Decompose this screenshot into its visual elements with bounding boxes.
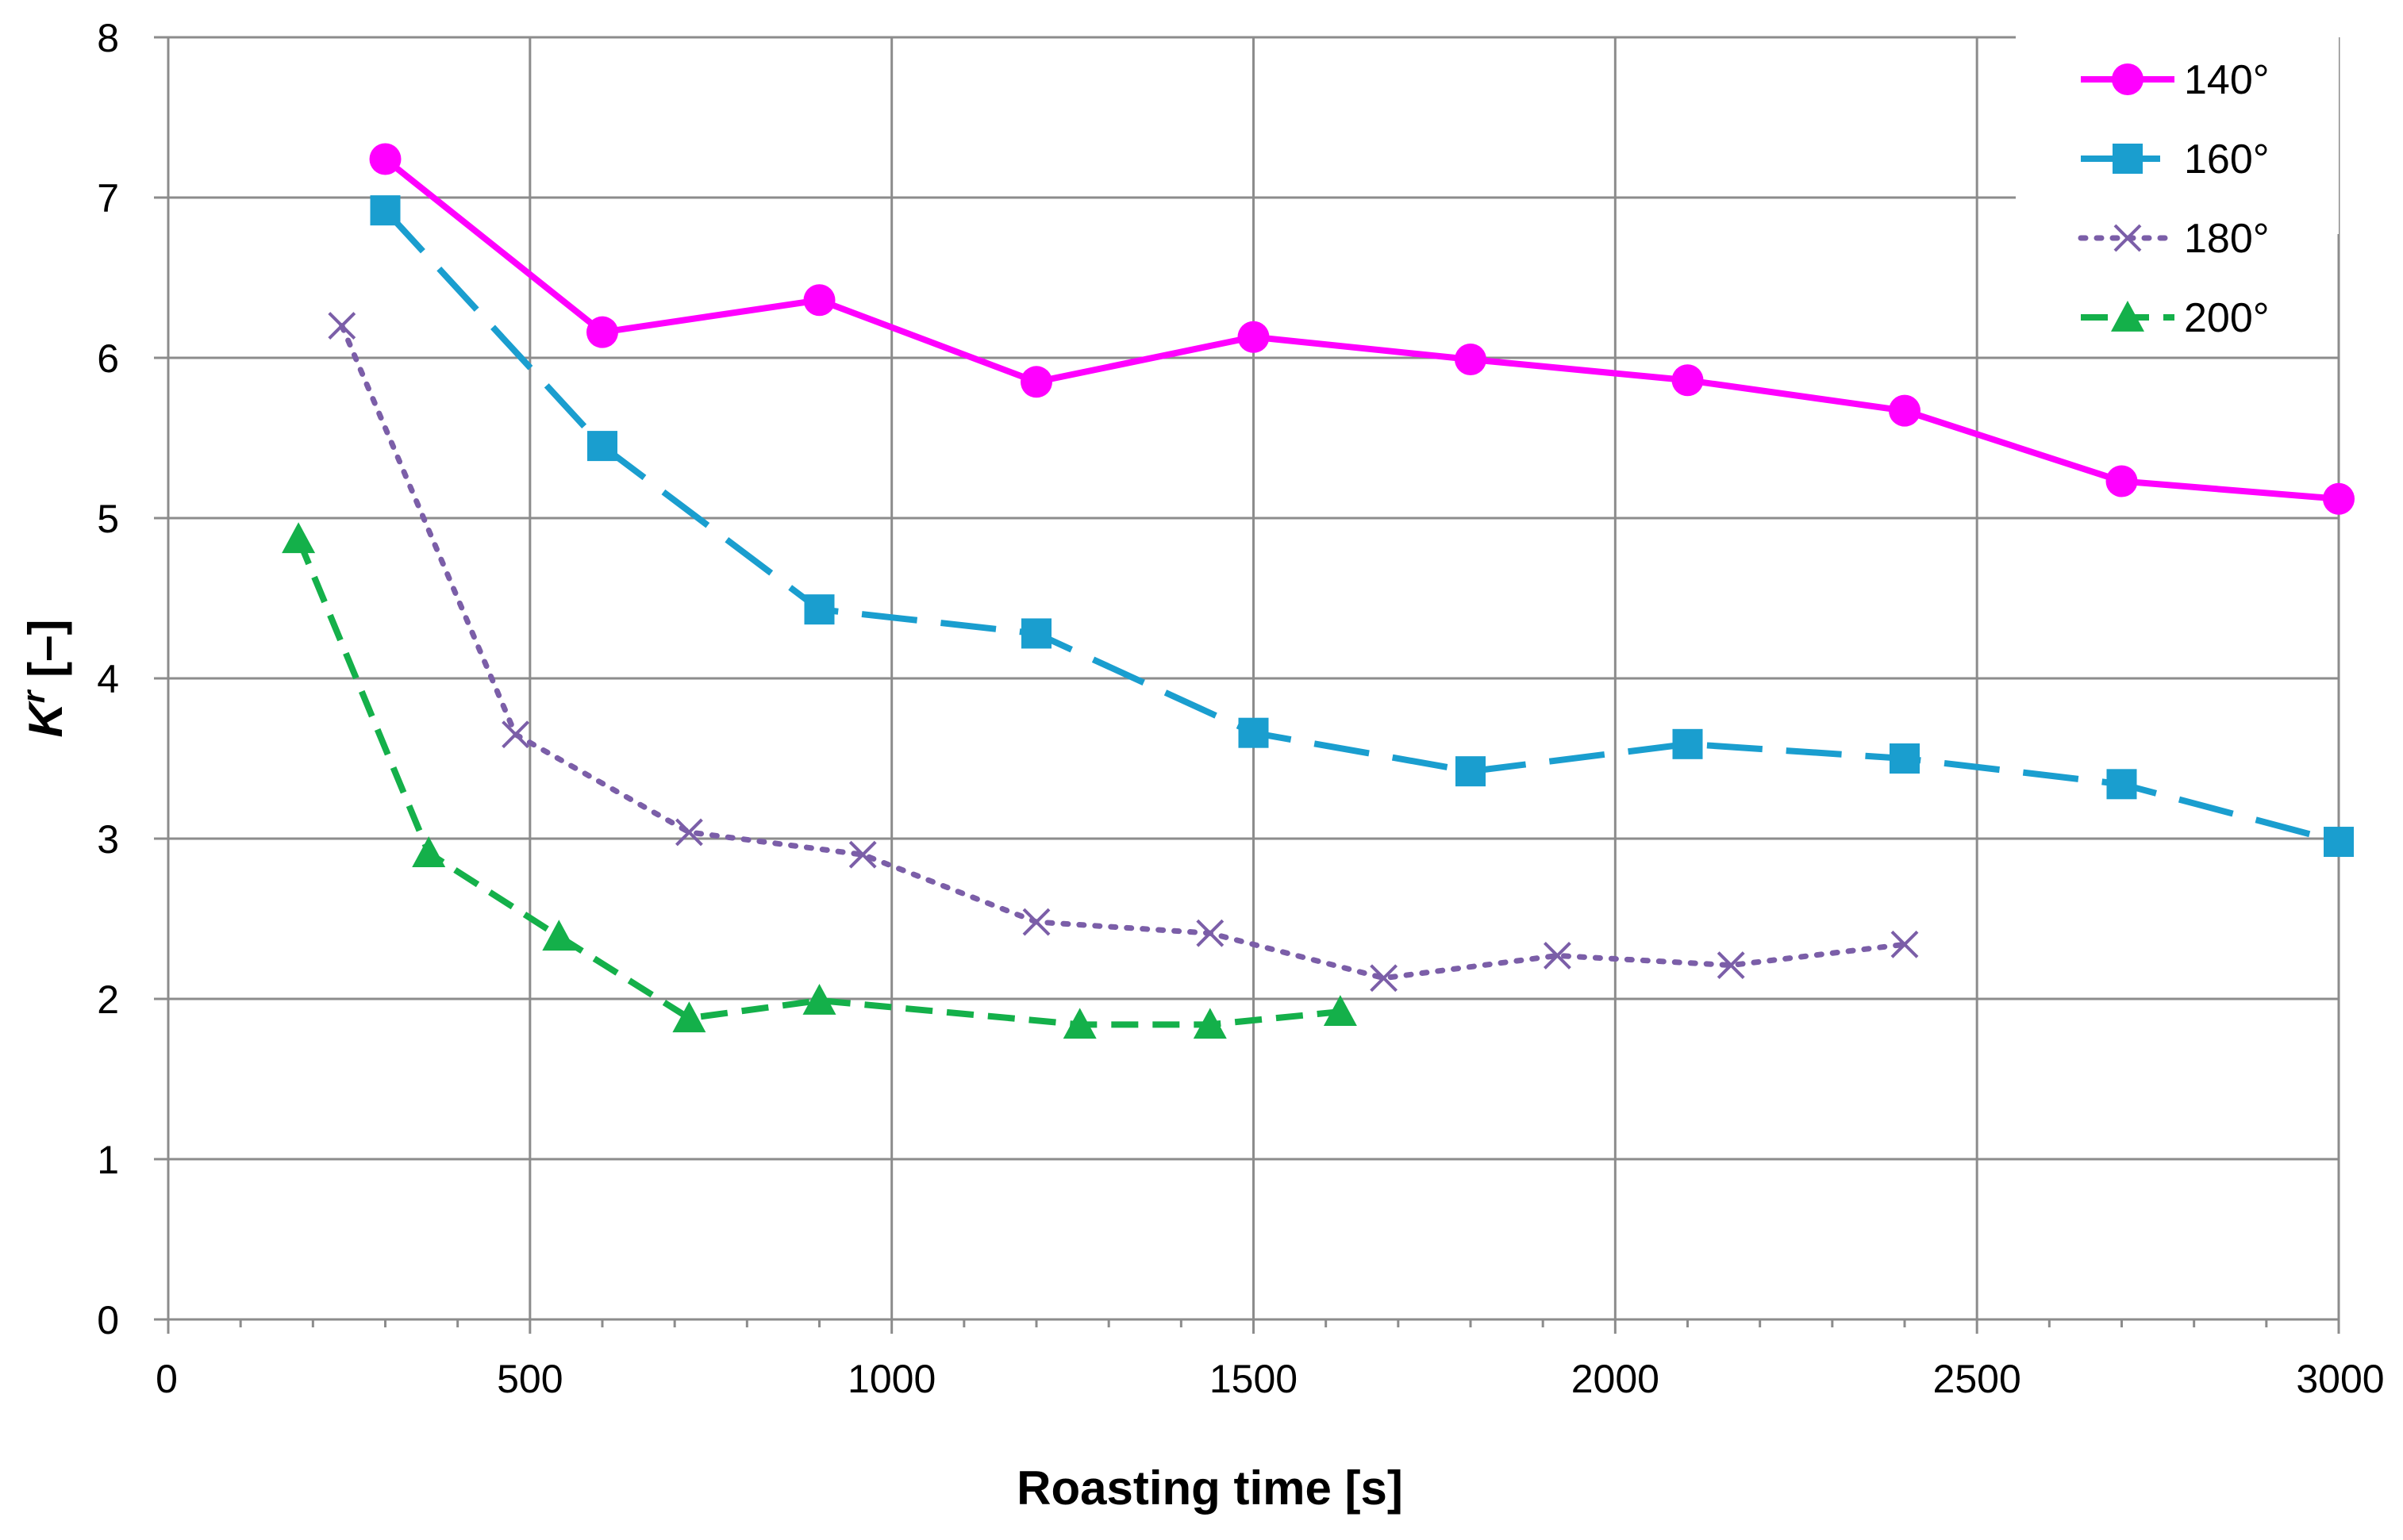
y-tick-label: 3 [97,817,119,862]
data-point [2323,482,2355,515]
data-point [370,195,401,226]
data-point [502,720,530,749]
x-marker-stroke [2113,224,2142,252]
data-point [369,143,402,175]
data-point [803,284,836,317]
x-marker-stroke [1022,908,1051,936]
data-point [586,316,618,348]
y-tick-label: 2 [97,977,119,1022]
legend-entry: 180° [2078,216,2270,262]
y-tick-label: 1 [97,1138,119,1182]
series-160-deg [370,195,2354,858]
y-tick-label: 0 [97,1298,119,1342]
legend-label: 200° [2184,295,2270,341]
data-point [328,312,356,340]
legend-label: 140° [2184,57,2270,103]
data-point [1196,919,1225,947]
y-tick-label: 5 [97,497,119,541]
data-point [1543,942,1571,970]
legend-entry: 160° [2081,136,2270,182]
axes: 0 1 2 3 4 5 6 7 8 0 500 1000 1500 2000 2500 3000 [97,16,2384,1401]
legend: 140° 160° 180° 200° [2016,37,2339,341]
x-marker-stroke [675,818,703,847]
data-point [1455,756,1486,787]
data-point [2106,769,2137,800]
x-marker-stroke [848,840,877,869]
data-point [802,984,836,1015]
series-group [282,143,2355,1039]
data-point [1455,344,1486,376]
x-axis-title: Roasting time [s] [1017,1461,1403,1515]
gridlines [168,36,2340,1319]
x-marker-stroke [1543,942,1571,970]
data-point [587,431,617,462]
x-tick-label: 3000 [2296,1357,2384,1401]
x-tick-label: 1500 [1209,1357,1298,1401]
data-point [542,920,576,951]
y-tick-label: 4 [97,657,119,701]
data-point [1063,1008,1097,1039]
data-point [804,594,835,625]
data-point [672,1001,706,1033]
x-tick-label: 2500 [1933,1357,2021,1401]
legend-label: 180° [2184,216,2270,262]
series-line [383,156,2340,502]
axis-labels: Roasting time [s] Kr [–] [17,620,1403,1515]
data-point [2324,827,2354,858]
data-point [412,836,446,868]
legend-marker [2112,63,2143,95]
legend-marker [2113,224,2142,252]
data-point [1323,995,1357,1027]
legend-marker [2111,301,2144,332]
x-tick-label: 2000 [1571,1357,1659,1401]
data-point [1889,394,1920,427]
y-axis-title: Kr [–] [17,620,72,738]
y-axis-title-main: K [19,700,72,737]
data-point [675,818,703,847]
data-point [848,840,877,869]
data-point [1238,717,1269,748]
data-point [1671,364,1704,397]
x-tick-label: 1000 [848,1357,936,1401]
x-tick-label: 0 [156,1357,178,1401]
series-line [383,208,2340,845]
x-marker-stroke [1717,951,1745,979]
data-point [1237,321,1270,353]
data-point [1021,618,1052,649]
legend-background [2016,37,2339,234]
y-axis-title-unit: [–] [19,620,72,691]
legend-label: 160° [2184,136,2270,182]
data-point [1890,743,1920,774]
series-line [339,323,1908,981]
data-point [1021,366,1052,398]
y-tick-label: 6 [97,336,119,381]
x-marker-stroke [328,312,356,340]
data-point [1672,728,1703,759]
y-axis-title-superscript: r [17,689,52,703]
data-point [1193,1008,1227,1039]
x-marker-stroke [1890,930,1919,958]
legend-entry: 140° [2081,57,2270,103]
series-180-deg [328,312,1919,993]
x-marker-stroke [1370,964,1398,993]
series-line [295,537,1341,1028]
x-tick-label: 500 [497,1357,563,1401]
data-point [2105,465,2138,497]
series-140-deg [369,143,2355,515]
legend-entry: 200° [2081,295,2270,341]
x-marker-stroke [502,720,530,749]
data-point [1370,964,1398,993]
data-point [1717,951,1745,979]
x-marker-stroke [1196,919,1225,947]
y-tick-label: 7 [97,176,119,221]
series-200-deg [282,522,1357,1039]
y-tick-label: 8 [97,16,119,60]
legend-marker [2113,144,2143,174]
data-point [1022,908,1051,936]
data-point [1890,930,1919,958]
data-point [282,522,316,554]
